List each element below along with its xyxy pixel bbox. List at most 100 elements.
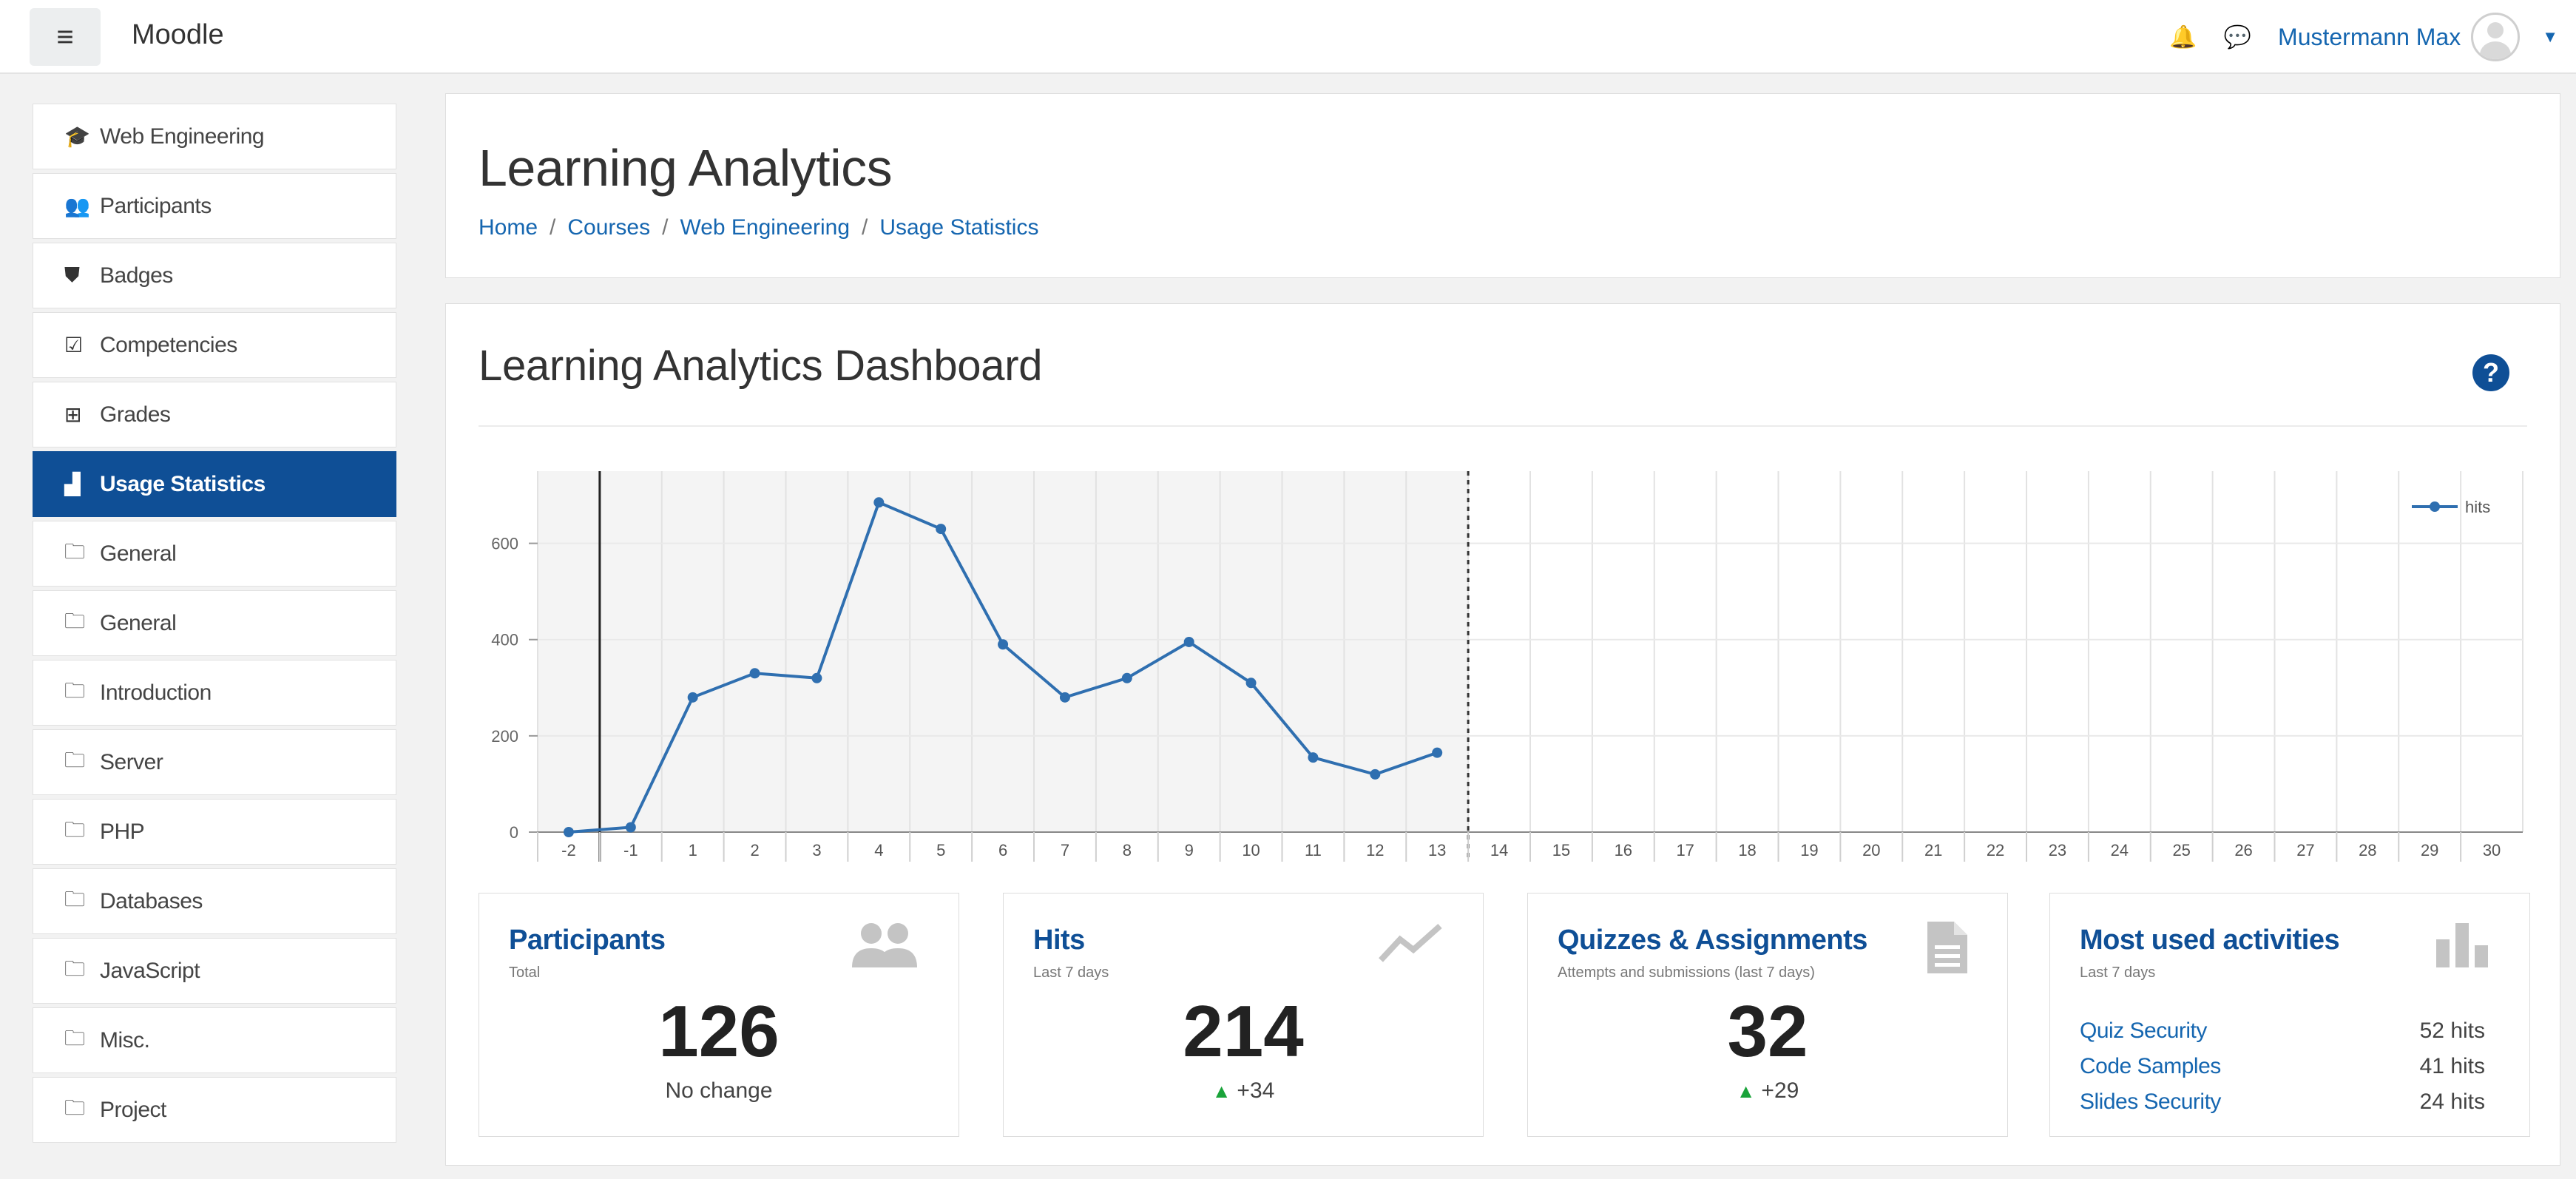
sidebar-item-usage-statistics[interactable]: ▟ Usage Statistics (33, 451, 396, 517)
sidebar-item-label: PHP (100, 819, 145, 844)
y-tick-label: 400 (491, 631, 518, 649)
sidebar-item-label: Server (100, 749, 163, 774)
user-nav: 🔔 💬 Mustermann Max ▼ (2169, 9, 2558, 65)
bell-icon[interactable]: 🔔 (2169, 24, 2197, 50)
avatar[interactable] (2471, 13, 2521, 61)
shield-icon: ⛊ (64, 263, 80, 286)
data-point (1370, 768, 1381, 780)
folder-icon: 🗀 (64, 539, 85, 563)
sidebar-item-participants[interactable]: 👥 Participants (33, 173, 396, 239)
arrow-up-icon: ▲ (1736, 1080, 1756, 1102)
breadcrumb-course[interactable]: Web Engineering (680, 215, 851, 240)
divider (479, 425, 2527, 427)
data-point (873, 497, 885, 508)
participants-change: No change (665, 1078, 773, 1103)
data-point (1432, 747, 1443, 758)
shaded-range (538, 471, 1469, 832)
hits-title[interactable]: Hits (1033, 925, 1085, 956)
sidebar-item-project[interactable]: 🗀 Project (33, 1077, 396, 1143)
breadcrumb-courses[interactable]: Courses (567, 215, 651, 240)
x-tick-label: -2 (561, 841, 576, 859)
hits-value: 214 (1183, 990, 1304, 1072)
site-brand[interactable]: Moodle (132, 19, 224, 50)
activity-link[interactable]: Quiz Security (2080, 1018, 2207, 1043)
sidebar-item-databases[interactable]: 🗀 Databases (33, 868, 396, 934)
x-tick-label: 21 (1924, 841, 1942, 859)
x-tick-label: 19 (1800, 841, 1818, 859)
data-point (687, 692, 698, 703)
x-tick-label: 29 (2421, 841, 2438, 859)
x-tick-label: 20 (1862, 841, 1880, 859)
bar-chart-icon (2436, 923, 2488, 967)
activity-hits: 24 hits (2419, 1090, 2485, 1114)
activities-card: Most used activities Last 7 days Quiz Se… (2049, 893, 2530, 1137)
sidebar-item-label: Web Engineering (100, 124, 265, 149)
sidebar-item-general[interactable]: 🗀 General (33, 521, 396, 587)
data-point (563, 827, 574, 837)
sidebar-item-badges[interactable]: ⛊ Badges (33, 243, 396, 308)
sidebar-item-competencies[interactable]: ☑ Competencies (33, 312, 396, 378)
activity-link[interactable]: Slides Security (2080, 1090, 2221, 1114)
course-navigation: 🎓 Web Engineering 👥 Participants ⛊ Badges ☑ Com… (33, 104, 396, 1146)
folder-icon: 🗀 (64, 1026, 85, 1050)
sidebar-item-label: Participants (100, 193, 212, 218)
quizzes-card: Quizzes & Assignments Attempts and submi… (1527, 893, 2008, 1137)
check-square-icon: ☑ (64, 334, 83, 357)
data-point (1308, 752, 1319, 763)
page-header: Learning Analytics Home / Courses / Web … (445, 93, 2560, 278)
data-point (811, 672, 822, 683)
x-tick-label: 26 (2234, 841, 2252, 859)
breadcrumb-current[interactable]: Usage Statistics (879, 215, 1039, 240)
x-tick-label: 12 (1366, 841, 1384, 859)
chat-bubble-icon[interactable]: 💬 (2223, 24, 2252, 50)
sidebar-item-introduction[interactable]: 🗀 Introduction (33, 660, 396, 726)
activity-link[interactable]: Code Samples (2080, 1054, 2221, 1078)
x-tick-label: 27 (2296, 841, 2314, 859)
arrow-up-icon: ▲ (1211, 1080, 1231, 1102)
sidebar-item-label: Databases (100, 888, 203, 913)
folder-icon: 🗀 (64, 678, 85, 702)
chevron-down-icon[interactable]: ▼ (2542, 27, 2558, 46)
sidebar-item-server[interactable]: 🗀 Server (33, 729, 396, 795)
sidebar-item-php[interactable]: 🗀 PHP (33, 799, 396, 865)
x-tick-label: 15 (1552, 841, 1570, 859)
sidebar-item-label: Competencies (100, 332, 237, 357)
hits-change: ▲ +34 (1004, 1078, 1483, 1104)
sidebar-item-web-engineering[interactable]: 🎓 Web Engineering (33, 104, 396, 169)
x-tick-label: 28 (2359, 841, 2376, 859)
sidebar-item-misc[interactable]: 🗀 Misc. (33, 1007, 396, 1073)
breadcrumb-separator: / (550, 215, 556, 240)
sidebar-item-grades[interactable]: ⊞ Grades (33, 382, 396, 447)
user-name-link[interactable]: Mustermann Max (2278, 23, 2461, 50)
file-icon (1927, 922, 1967, 973)
legend-marker (2430, 501, 2440, 512)
activities-title[interactable]: Most used activities (2080, 925, 2340, 956)
data-point (625, 822, 636, 833)
sidebar-item-javascript[interactable]: 🗀 JavaScript (33, 938, 396, 1004)
table-icon: ⊞ (64, 403, 81, 426)
sidebar-item-label: General (100, 610, 177, 635)
quizzes-title[interactable]: Quizzes & Assignments (1558, 925, 1867, 956)
breadcrumb-home[interactable]: Home (479, 215, 538, 240)
list-item: Slides Security 24 hits (2080, 1084, 2485, 1120)
data-point (1059, 692, 1070, 703)
x-tick-label: 10 (1242, 841, 1260, 859)
hits-change-value: +34 (1237, 1078, 1275, 1103)
folder-icon: 🗀 (64, 609, 85, 632)
x-tick-label: 18 (1738, 841, 1756, 859)
x-tick-label: 23 (2049, 841, 2066, 859)
x-tick-label: 25 (2172, 841, 2190, 859)
breadcrumb: Home / Courses / Web Engineering / Usage… (479, 215, 1038, 240)
question-circle-icon[interactable]: ? (2472, 354, 2509, 391)
quizzes-change-value: +29 (1761, 1078, 1799, 1103)
y-tick-label: 0 (510, 823, 518, 842)
sidebar-item-general[interactable]: 🗀 General (33, 590, 396, 656)
users-icon: 👥 (64, 195, 90, 217)
participants-title[interactable]: Participants (509, 925, 666, 956)
x-tick-label: 3 (812, 841, 821, 859)
hamburger-icon[interactable]: ≡ (30, 8, 101, 66)
sidebar-item-label: JavaScript (100, 958, 200, 983)
folder-icon: 🗀 (64, 1095, 85, 1119)
folder-icon: 🗀 (64, 887, 85, 911)
